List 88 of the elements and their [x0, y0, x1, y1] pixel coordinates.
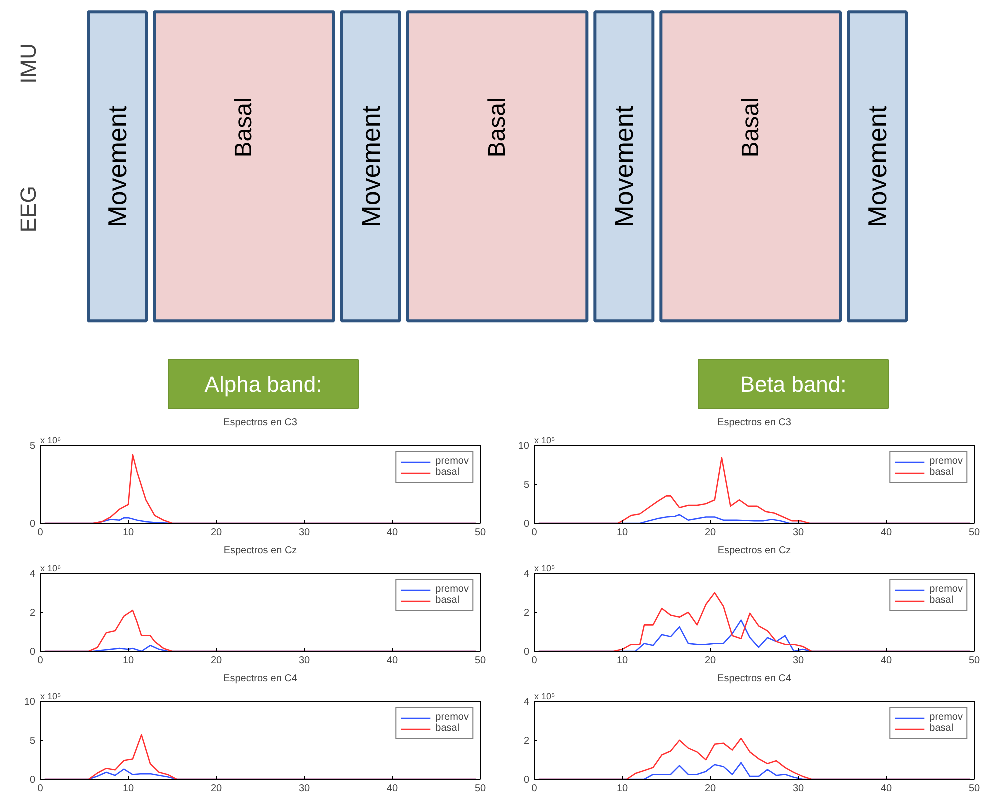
- chart-title: Espectros en Cz: [224, 546, 298, 556]
- x-tick-label: 20: [704, 528, 716, 538]
- x-tick-label: 20: [704, 784, 716, 794]
- annotation: x 10⁶: [40, 436, 62, 446]
- x-tick-label: 40: [386, 528, 398, 538]
- annotation: x 10⁶: [40, 564, 62, 574]
- y-tick-label: 4: [30, 569, 36, 580]
- annotation: x 10⁵: [40, 692, 62, 702]
- legend-label: premov: [930, 584, 963, 595]
- x-tick-label: 20: [210, 784, 222, 794]
- x-tick-label: 0: [38, 656, 44, 666]
- category-label: Movement: [862, 105, 892, 228]
- y-tick-label: 0: [30, 775, 36, 786]
- x-tick-label: 10: [616, 528, 628, 538]
- x-tick-label: 10: [122, 784, 134, 794]
- category-label: Basal: [737, 98, 764, 158]
- x-tick-label: 40: [880, 528, 892, 538]
- legend-label: basal: [436, 723, 460, 734]
- y-tick-label: 0: [524, 519, 530, 530]
- y-tick-label: 5: [524, 480, 530, 491]
- x-tick-label: 50: [474, 656, 486, 666]
- y-tick-label: 2: [30, 608, 36, 619]
- legend-label: premov: [436, 584, 469, 595]
- x-tick-label: 50: [968, 784, 980, 794]
- x-tick-label: 20: [704, 656, 716, 666]
- y-tick-label: 5: [30, 441, 36, 452]
- x-tick-label: 10: [616, 784, 628, 794]
- y-tick-label: 0: [30, 519, 36, 530]
- chart-title: Espectros en C4: [718, 674, 792, 684]
- x-tick-label: 0: [532, 656, 538, 666]
- category-label: Movement: [609, 105, 640, 228]
- annotation: x 10⁵: [534, 436, 556, 446]
- x-tick-label: 50: [968, 656, 980, 666]
- x-tick-label: 30: [298, 784, 310, 794]
- annotation: x 10⁵: [534, 692, 556, 702]
- legend-label: premov: [436, 456, 469, 467]
- y-tick-label: 2: [524, 736, 530, 747]
- x-tick-label: 30: [792, 528, 804, 538]
- category-label: Basal: [230, 98, 258, 158]
- x-tick-label: 0: [532, 784, 538, 794]
- x-tick-label: 50: [968, 528, 980, 538]
- y-tick-label: 0: [524, 647, 530, 658]
- x-tick-label: 30: [792, 656, 804, 666]
- x-tick-label: 30: [298, 528, 310, 538]
- x-tick-label: 40: [880, 656, 892, 666]
- y-tick-label: 2: [524, 608, 530, 619]
- x-tick-label: 40: [880, 784, 892, 794]
- x-tick-label: 10: [122, 528, 134, 538]
- x-tick-label: 0: [532, 528, 538, 538]
- x-tick-label: 20: [210, 656, 222, 666]
- x-tick-label: 0: [38, 784, 44, 794]
- y-tick-label: 10: [518, 441, 530, 452]
- legend-label: premov: [436, 712, 469, 723]
- chart-title: Espectros en C4: [224, 674, 298, 684]
- x-tick-label: 0: [38, 528, 44, 538]
- y-tick-label: 10: [24, 697, 36, 708]
- x-tick-label: 20: [210, 528, 222, 538]
- y-tick-label: 0: [524, 775, 530, 786]
- y-tick-label: 4: [524, 697, 530, 708]
- text: Alpha band:: [204, 372, 322, 397]
- text: EEG: [16, 186, 41, 233]
- annotation: x 10⁵: [534, 564, 556, 574]
- category-label: Movement: [356, 105, 386, 228]
- legend-label: basal: [436, 595, 460, 606]
- chart-title: Espectros en C3: [224, 418, 298, 428]
- x-tick-label: 10: [616, 656, 628, 666]
- legend-label: basal: [930, 467, 954, 478]
- x-tick-label: 50: [474, 528, 486, 538]
- y-tick-label: 0: [30, 647, 36, 658]
- x-tick-label: 40: [386, 784, 398, 794]
- legend-label: basal: [930, 595, 954, 606]
- x-tick-label: 30: [298, 656, 310, 666]
- text: Beta band:: [740, 372, 847, 397]
- category-label: Movement: [102, 105, 132, 228]
- x-tick-label: 50: [474, 784, 486, 794]
- chart-title: Espectros en C3: [718, 418, 792, 428]
- x-tick-label: 30: [792, 784, 804, 794]
- legend-label: basal: [930, 723, 954, 734]
- legend-label: premov: [930, 712, 963, 723]
- text: IMU: [16, 43, 41, 84]
- y-tick-label: 5: [30, 736, 36, 747]
- x-tick-label: 10: [122, 656, 134, 666]
- chart-title: Espectros en Cz: [718, 546, 792, 556]
- legend-label: premov: [930, 456, 963, 467]
- x-tick-label: 40: [386, 656, 398, 666]
- y-tick-label: 4: [524, 569, 530, 580]
- category-label: Basal: [484, 98, 511, 158]
- legend-label: basal: [436, 467, 460, 478]
